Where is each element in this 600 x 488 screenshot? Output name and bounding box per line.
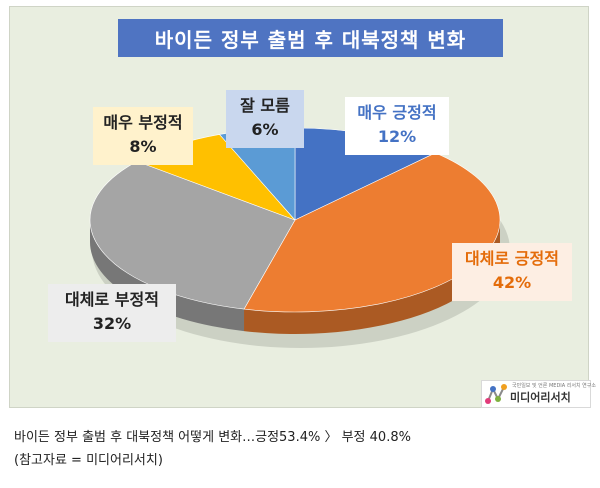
media-research-logo: 국민일보 및 언론 MEDIA 리서치 연구소 미디어리서치 <box>481 380 596 408</box>
label-mostly-negative: 대체로 부정적 32% <box>48 284 176 342</box>
label-mostly-positive-name: 대체로 긍정적 <box>465 249 559 268</box>
label-unknown: 잘 모름 6% <box>226 90 304 148</box>
pie-chart <box>89 127 510 348</box>
chart-area: 바이든 정부 출범 후 대북정책 변화 매우 긍정적 12% 대체로 긍정적 4… <box>9 6 596 408</box>
label-mostly-positive-value: 42% <box>492 273 532 292</box>
label-unknown-value: 6% <box>251 120 279 139</box>
label-very-positive-value: 12% <box>377 127 417 146</box>
label-very-negative: 매우 부정적 8% <box>93 107 193 165</box>
pie-side-1 <box>244 220 500 335</box>
label-very-negative-name: 매우 부정적 <box>103 113 183 132</box>
label-very-negative-value: 8% <box>129 137 157 156</box>
label-unknown-name: 잘 모름 <box>240 96 290 115</box>
label-mostly-negative-name: 대체로 부정적 <box>65 290 159 309</box>
chart-title: 바이든 정부 출범 후 대북정책 변화 <box>118 19 503 57</box>
pie-slice-2 <box>89 161 296 310</box>
label-very-positive-name: 매우 긍정적 <box>357 103 437 122</box>
logo-mark-icon <box>485 384 507 404</box>
pie-side-2 <box>90 220 245 332</box>
label-mostly-negative-value: 32% <box>92 314 132 333</box>
caption-headline: 바이든 정부 출범 후 대북정책 어떻게 변화…긍정53.4% 〉 부정 40.… <box>14 430 411 445</box>
label-mostly-positive: 대체로 긍정적 42% <box>452 243 572 301</box>
logo-tagline: 국민일보 및 언론 MEDIA 리서치 연구소 <box>512 383 596 389</box>
logo-text: 미디어리서치 <box>510 391 571 404</box>
caption-source: (참고자료 = 미디어리서치) <box>14 453 163 468</box>
label-very-positive: 매우 긍정적 12% <box>345 97 449 155</box>
